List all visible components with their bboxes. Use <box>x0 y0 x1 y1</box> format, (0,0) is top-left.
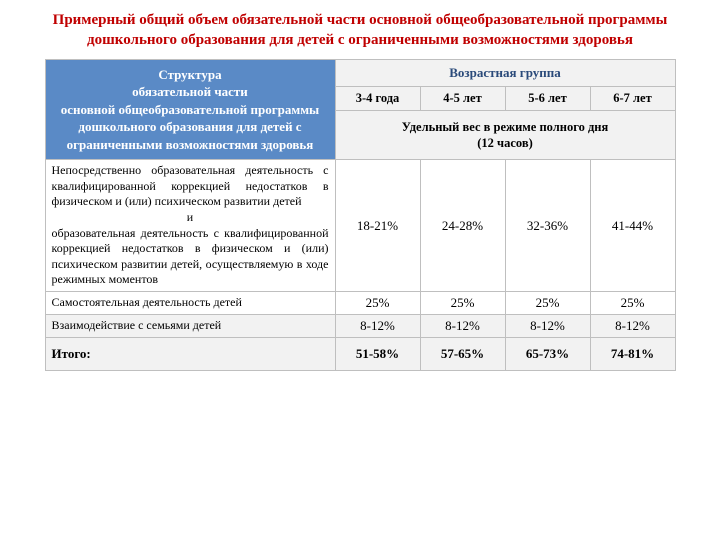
cell: 18-21% <box>335 160 420 292</box>
table-row: Самостоятельная деятельность детей 25% 2… <box>45 291 675 314</box>
cell: 25% <box>420 291 505 314</box>
cell: 8-12% <box>335 314 420 337</box>
age-col-1: 4-5 лет <box>420 86 505 110</box>
cell: 8-12% <box>590 314 675 337</box>
total-cell: 57-65% <box>420 337 505 370</box>
age-col-3: 6-7 лет <box>590 86 675 110</box>
page-title: Примерный общий объем обязательной части… <box>0 0 720 59</box>
total-cell: 51-58% <box>335 337 420 370</box>
total-label: Итого: <box>45 337 335 370</box>
cell: 41-44% <box>590 160 675 292</box>
data-table: Структураобязательной частиосновной обще… <box>45 59 676 371</box>
cell: 8-12% <box>420 314 505 337</box>
total-cell: 65-73% <box>505 337 590 370</box>
table-row: Непосредственно образовательная деятельн… <box>45 160 675 292</box>
cell: 8-12% <box>505 314 590 337</box>
table-row: Взаимодействие с семьями детей 8-12% 8-1… <box>45 314 675 337</box>
header-structure: Структураобязательной частиосновной обще… <box>45 59 335 160</box>
total-cell: 74-81% <box>590 337 675 370</box>
row-label-0: Непосредственно образовательная деятельн… <box>45 160 335 292</box>
table-header-row: Структураобязательной частиосновной обще… <box>45 59 675 86</box>
cell: 25% <box>590 291 675 314</box>
row-label-1: Самостоятельная деятельность детей <box>45 291 335 314</box>
cell: 25% <box>505 291 590 314</box>
header-age-group: Возрастная группа <box>335 59 675 86</box>
header-weight: Удельный вес в режиме полного дня (12 ча… <box>335 110 675 160</box>
age-col-2: 5-6 лет <box>505 86 590 110</box>
table-total-row: Итого: 51-58% 57-65% 65-73% 74-81% <box>45 337 675 370</box>
age-col-0: 3-4 года <box>335 86 420 110</box>
row-label-2: Взаимодействие с семьями детей <box>45 314 335 337</box>
cell: 32-36% <box>505 160 590 292</box>
cell: 24-28% <box>420 160 505 292</box>
cell: 25% <box>335 291 420 314</box>
